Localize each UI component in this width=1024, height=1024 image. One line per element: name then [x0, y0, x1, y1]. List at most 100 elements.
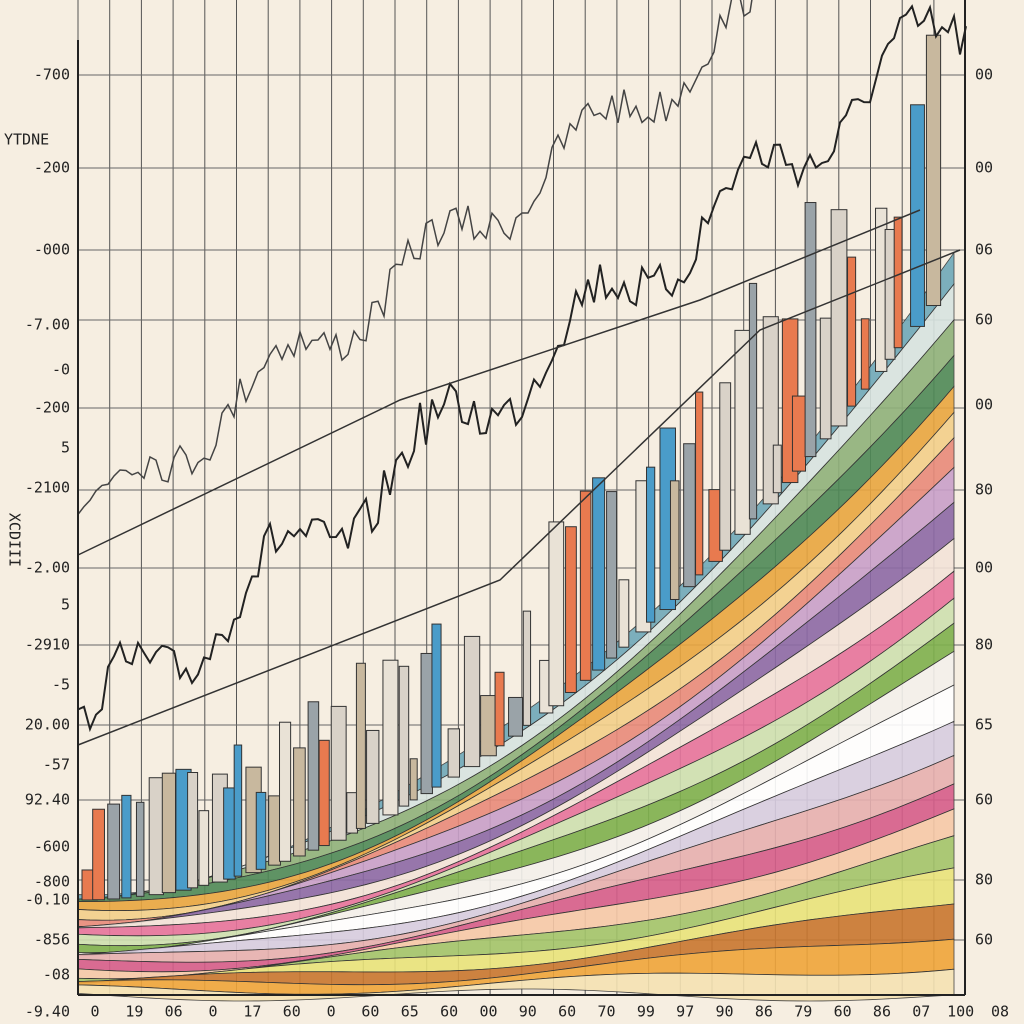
bottom-label: 60 — [283, 1003, 301, 1021]
left-label: -57 — [43, 756, 70, 774]
building — [307, 701, 320, 851]
bottom-label: 79 — [794, 1003, 812, 1021]
line — [77, 4, 967, 733]
right-label: 80 — [975, 481, 993, 499]
building — [847, 256, 857, 407]
bottom-label: 70 — [597, 1003, 615, 1021]
bottom-label: 00 — [479, 1003, 497, 1021]
building — [606, 491, 618, 659]
bottom-label: 99 — [637, 1003, 655, 1021]
building — [318, 739, 330, 847]
bottom-label: 0 — [90, 1003, 99, 1021]
right-label: 06 — [975, 241, 993, 259]
left-label: -0.10 — [25, 891, 70, 909]
building — [121, 794, 132, 899]
line — [77, 0, 753, 515]
building — [893, 216, 903, 349]
building — [925, 34, 942, 307]
bottom-label: 90 — [716, 1003, 734, 1021]
left-label: -800 — [34, 873, 70, 891]
building — [860, 318, 870, 390]
building — [135, 801, 145, 897]
building — [255, 791, 267, 870]
left-label: 20.00 — [25, 716, 70, 734]
building — [548, 521, 565, 707]
left-label: -700 — [34, 66, 70, 84]
building — [884, 228, 896, 360]
left-label: -5 — [52, 676, 70, 694]
bottom-label: 60 — [558, 1003, 576, 1021]
bottom-label: 60 — [834, 1003, 852, 1021]
right-label: 60 — [975, 931, 993, 949]
bottom-label: 86 — [873, 1003, 891, 1021]
building — [804, 202, 817, 458]
bottom-label: 60 — [361, 1003, 379, 1021]
building — [431, 623, 442, 788]
building — [719, 382, 732, 551]
bottom-label: 19 — [125, 1003, 143, 1021]
building — [161, 772, 176, 894]
right-label: 80 — [975, 636, 993, 654]
building — [646, 466, 656, 623]
building — [330, 705, 347, 841]
right-label: 80 — [975, 871, 993, 889]
bottom-label: 0 — [209, 1003, 218, 1021]
bottom-label: 97 — [676, 1003, 694, 1021]
line — [77, 249, 961, 746]
bottom-label: 06 — [165, 1003, 183, 1021]
left-label: -08 — [43, 966, 70, 984]
building — [92, 808, 105, 901]
building — [669, 480, 680, 600]
building — [565, 526, 577, 693]
left-label: -200 — [34, 399, 70, 417]
bottom-label: 17 — [243, 1003, 261, 1021]
building — [463, 635, 481, 768]
left-label: -200 — [34, 159, 70, 177]
right-label: 60 — [975, 791, 993, 809]
right-label: 00 — [975, 66, 993, 84]
right-label: 00 — [975, 159, 993, 177]
left-label: -600 — [34, 838, 70, 856]
left-label: -856 — [34, 931, 70, 949]
building — [772, 444, 782, 494]
building — [346, 792, 358, 834]
building — [420, 652, 433, 795]
building — [910, 104, 925, 327]
building — [233, 744, 243, 877]
building — [148, 777, 164, 896]
bottom-label: 100 — [947, 1003, 974, 1021]
building — [107, 803, 121, 900]
building — [198, 810, 210, 886]
building — [398, 665, 410, 807]
building — [830, 209, 848, 427]
building — [409, 758, 418, 801]
building — [748, 282, 758, 520]
labels: -700 -200 -000 -7.00 -0 -200 5 -2100 -2.00 5 -2910… — [25, 66, 1009, 1021]
building — [683, 443, 696, 588]
building — [695, 391, 704, 576]
building — [734, 329, 751, 535]
building — [819, 317, 832, 440]
bottom-label: 0 — [327, 1003, 336, 1021]
bottom-label: 07 — [912, 1003, 930, 1021]
building — [480, 695, 497, 757]
building — [279, 721, 292, 862]
building — [268, 795, 281, 866]
left-label: -0 — [52, 361, 70, 379]
left-label: 5 — [61, 596, 70, 614]
building — [366, 729, 380, 824]
left-label: -000 — [34, 241, 70, 259]
bottom-label: 90 — [519, 1003, 537, 1021]
left-label: -9.40 — [25, 1003, 70, 1021]
left-label: -2100 — [25, 479, 70, 497]
right-label: 00 — [975, 559, 993, 577]
bottom-label: 86 — [755, 1003, 773, 1021]
building — [293, 747, 306, 857]
left-label: -7.00 — [25, 316, 70, 334]
left-label: -2.00 — [25, 559, 70, 577]
building — [791, 395, 807, 472]
bottom-label: 65 — [401, 1003, 419, 1021]
building — [508, 696, 523, 737]
